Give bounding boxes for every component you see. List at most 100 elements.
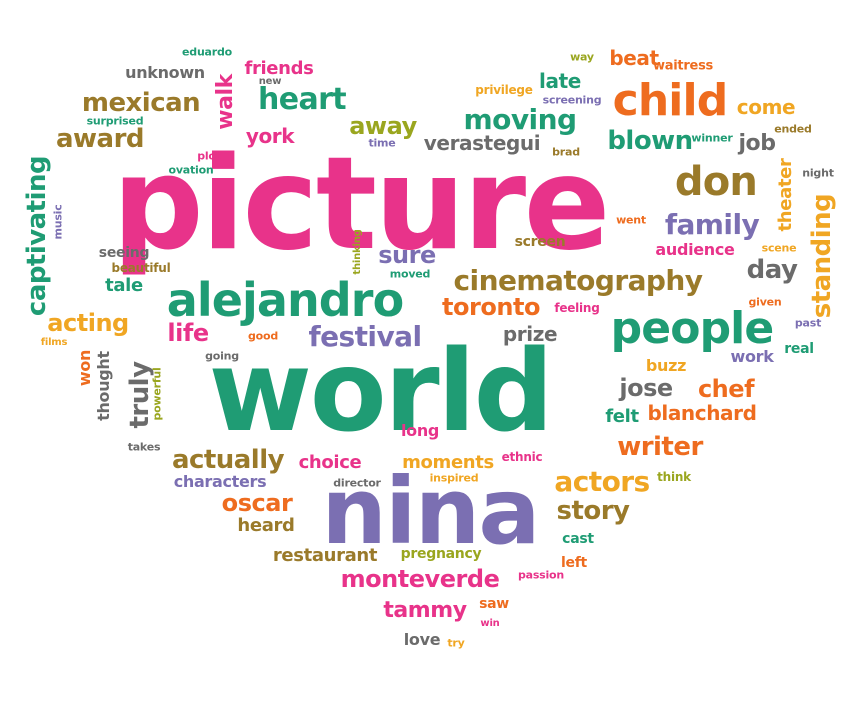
- word: festival: [308, 320, 422, 353]
- word: given: [748, 295, 782, 309]
- word: pregnancy: [400, 546, 482, 562]
- word: beautiful: [111, 261, 171, 275]
- word: captivating: [22, 155, 52, 317]
- word: good: [248, 329, 278, 343]
- word: characters: [173, 472, 267, 491]
- word: feeling: [554, 301, 600, 315]
- word: standing: [807, 193, 837, 319]
- word: real: [784, 341, 814, 357]
- word: family: [664, 208, 760, 241]
- word: friends: [244, 58, 314, 79]
- word: blown: [607, 126, 693, 156]
- word: york: [245, 124, 295, 148]
- word: picture: [112, 130, 610, 279]
- word: walk: [213, 74, 238, 130]
- word: love: [403, 630, 441, 649]
- word: waitress: [652, 58, 714, 74]
- word: writer: [617, 432, 703, 462]
- word: director: [333, 476, 381, 490]
- word: away: [349, 112, 417, 140]
- word: moved: [389, 267, 431, 281]
- word: chef: [697, 375, 755, 403]
- word: restaurant: [272, 545, 378, 566]
- word: beat: [609, 46, 659, 70]
- word: people: [610, 303, 775, 354]
- word: past: [794, 316, 822, 330]
- word: toronto: [442, 293, 540, 321]
- word: long: [400, 421, 440, 440]
- word: try: [447, 636, 465, 650]
- word: world: [208, 327, 553, 457]
- word: oscar: [221, 489, 293, 517]
- word: prize: [502, 322, 558, 346]
- word: alejandro: [166, 273, 404, 327]
- word: scene: [761, 241, 797, 255]
- word: late: [539, 69, 581, 93]
- word: films: [40, 337, 68, 348]
- word: choice: [298, 452, 362, 473]
- word: work: [730, 347, 774, 366]
- word: powerful: [150, 367, 164, 421]
- word: sure: [378, 241, 436, 269]
- word: winner: [691, 131, 733, 145]
- word: passion: [517, 568, 565, 582]
- word: moving: [463, 103, 577, 136]
- word: plot: [197, 149, 221, 163]
- word: surprised: [86, 114, 144, 128]
- word: think: [657, 470, 691, 484]
- word: screen: [514, 234, 566, 250]
- word: new: [258, 76, 282, 87]
- word: privilege: [475, 83, 533, 97]
- word: ethnic: [501, 450, 543, 464]
- word: moments: [402, 452, 494, 473]
- word: felt: [605, 406, 639, 427]
- word: day: [746, 255, 798, 285]
- word: acting: [47, 309, 129, 337]
- word: left: [561, 555, 587, 571]
- word: life: [167, 319, 209, 347]
- word: ovation: [168, 163, 214, 177]
- word: went: [616, 213, 646, 227]
- word: music: [51, 204, 65, 240]
- word: going: [205, 349, 239, 363]
- word: heart: [257, 82, 347, 117]
- word: tammy: [383, 598, 467, 623]
- word: nina: [321, 458, 540, 565]
- word: truly: [125, 361, 155, 429]
- word: don: [674, 159, 758, 205]
- word: heard: [237, 515, 295, 536]
- word: takes: [127, 440, 161, 454]
- word: time: [368, 136, 396, 150]
- word: blanchard: [647, 401, 757, 425]
- word: saw: [479, 596, 509, 612]
- word: won: [75, 349, 94, 387]
- word: buzz: [645, 356, 687, 375]
- word: ended: [774, 122, 812, 136]
- word: eduardo: [182, 45, 232, 59]
- word: award: [56, 124, 144, 154]
- word: actually: [171, 445, 285, 475]
- word: mexican: [81, 88, 201, 118]
- word: cast: [562, 531, 594, 547]
- word: thinking: [352, 229, 363, 275]
- word: monteverde: [340, 565, 500, 593]
- word: cinematography: [453, 264, 704, 297]
- word: story: [556, 496, 630, 526]
- word: audience: [655, 240, 735, 259]
- word: unknown: [125, 63, 205, 82]
- word: come: [736, 95, 796, 119]
- word: jose: [619, 374, 673, 402]
- word: actors: [554, 465, 650, 498]
- word: night: [802, 166, 834, 180]
- word: job: [738, 131, 776, 156]
- word: way: [570, 50, 594, 64]
- word: brad: [552, 145, 580, 159]
- word: screening: [542, 93, 602, 107]
- word: seeing: [98, 245, 150, 261]
- word: thought: [94, 351, 113, 421]
- word: tale: [105, 275, 143, 296]
- word: child: [612, 75, 729, 126]
- word: win: [480, 618, 500, 629]
- word: inspired: [429, 471, 479, 485]
